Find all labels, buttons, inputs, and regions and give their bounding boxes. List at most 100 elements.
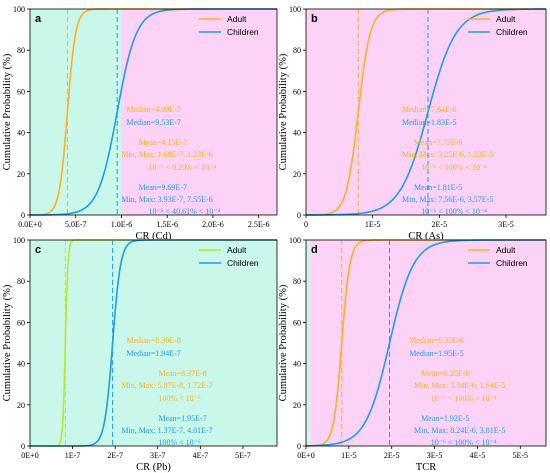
x-tick-label: 4E-5 <box>470 451 486 460</box>
annotation: Median=4.09E-7 <box>126 105 181 114</box>
annotation: Median=1.94E-7 <box>126 349 181 358</box>
y-tick-label: 80 <box>17 46 25 55</box>
annotation: 10⁻⁶ < 100% < 10⁻⁴ <box>431 394 497 403</box>
annotation: Min, Max: 3.54E-6, 1.64E-5 <box>414 381 505 390</box>
panel-a: 0 20 40 60 80 100 0.0E+0 5.0E-7 1.0E-6 1.5E-6 2.0E… <box>2 5 278 242</box>
background-band <box>30 240 277 446</box>
background-band <box>30 9 122 215</box>
legend-label: Adult <box>496 245 516 255</box>
x-tick-label: 5E-7 <box>235 451 251 460</box>
annotation: 100% < 10⁻⁶ <box>158 438 200 447</box>
y-tick-label: 60 <box>293 318 301 327</box>
x-tick-label: 1.5E-6 <box>156 220 178 229</box>
x-tick-label: 3E-7 <box>150 451 166 460</box>
annotation: Mean=8.37E-8 <box>158 369 206 378</box>
y-tick-label: 40 <box>17 360 25 369</box>
x-tick-label: 2.5E-6 <box>248 220 270 229</box>
annotation: Min, Max: 1.37E-7, 4.01E-7 <box>121 426 212 435</box>
annotation: 10⁻⁶ < 0.20% < 10⁻⁴ <box>149 163 217 172</box>
y-tick-label: 20 <box>17 401 25 410</box>
x-axis-label: TCR <box>416 462 436 473</box>
y-tick-label: 100 <box>289 236 301 245</box>
x-tick-label: 2.0E-6 <box>202 220 224 229</box>
background-band <box>306 9 546 215</box>
y-tick-label: 80 <box>17 277 25 286</box>
legend-label: Children <box>227 258 259 268</box>
annotation: Mean=4.15E-7 <box>139 138 187 147</box>
plot-frame <box>305 239 547 447</box>
background-band <box>306 240 311 446</box>
x-tick-label: 3E-5 <box>498 220 514 229</box>
annotation: Min, Max: 3.93E-7, 7.55E-6 <box>121 195 212 204</box>
annotation: Median=1.83E-5 <box>402 118 457 127</box>
x-tick-label: 0 <box>304 220 308 229</box>
background-band <box>310 240 546 446</box>
annotation: 10⁻⁶ < 100% < 10⁻⁴ <box>421 207 487 216</box>
y-tick-label: 100 <box>13 236 25 245</box>
y-tick-label: 60 <box>17 87 25 96</box>
y-axis-label: Cumulative Probability (%) <box>2 284 13 401</box>
plot-frame <box>29 8 278 216</box>
y-tick-label: 40 <box>293 360 301 369</box>
series-line-children <box>305 8 546 216</box>
x-tick-label: 1.0E-6 <box>111 220 133 229</box>
legend-label: Children <box>496 258 528 268</box>
background-band <box>121 9 278 215</box>
x-tick-label: 2E-7 <box>107 451 123 460</box>
annotation: Min, Max: 5.87E-8, 1.72E-7 <box>121 381 212 390</box>
y-tick-label: 0 <box>21 211 25 220</box>
x-tick-label: 2E-5 <box>432 220 448 229</box>
legend-label: Children <box>496 27 528 37</box>
panel-c: 0 20 40 60 80 100 0E+0 1E-7 2E-7 3E-7 4E-7 5E-7 CR (… <box>2 236 278 473</box>
x-tick-label: 1E-7 <box>65 451 81 460</box>
y-tick-label: 80 <box>293 277 301 286</box>
x-tick-label: 5.0E-7 <box>65 220 87 229</box>
y-tick-label: 100 <box>289 5 301 14</box>
plot-frame <box>305 8 547 216</box>
y-tick-label: 80 <box>293 46 301 55</box>
panel-label: a <box>35 13 42 25</box>
annotation: Median=8.35E-6 <box>409 336 464 345</box>
annotation: Mean=1.95E-7 <box>158 414 206 423</box>
legend-label: Adult <box>227 245 247 255</box>
y-tick-label: 0 <box>297 211 301 220</box>
x-tick-label: 0.0E+0 <box>18 220 41 229</box>
x-axis-label: CR (Cd) <box>136 231 172 242</box>
x-tick-label: 3E-5 <box>427 451 443 460</box>
legend-label: Children <box>227 27 259 37</box>
x-tick-label: 4E-7 <box>193 451 209 460</box>
annotation: Min, Max: 1.69E-7, 1.23E-6 <box>121 150 212 159</box>
annotation: 10⁻⁶ < 100% < 10⁻⁴ <box>421 163 487 172</box>
x-tick-label: 1E-5 <box>341 451 357 460</box>
y-tick-label: 0 <box>297 442 301 451</box>
annotation: 10⁻⁶ < 100% < 10⁻⁴ <box>431 438 497 447</box>
x-tick-label: 1E-5 <box>365 220 381 229</box>
x-axis-label: CR (As) <box>408 231 444 242</box>
plot-frame <box>29 239 278 447</box>
annotation: Min, Max: 3.25E-6, 1.53E-5 <box>402 150 493 159</box>
annotation: Min, Max: 8.24E-6, 3.81E-5 <box>414 426 505 435</box>
annotation: Median=8.30E-8 <box>126 336 181 345</box>
y-tick-label: 40 <box>17 129 25 138</box>
x-tick-label: 5E-5 <box>513 451 529 460</box>
panel-label: d <box>311 244 318 256</box>
y-tick-label: 0 <box>21 442 25 451</box>
y-tick-label: 60 <box>17 318 25 327</box>
annotation: Median=7.84E-6 <box>402 105 457 114</box>
x-tick-label: 2E-5 <box>384 451 400 460</box>
y-axis-label: Cumulative Probability (%) <box>278 284 289 401</box>
annotation: 100% < 10⁻⁶ <box>158 394 200 403</box>
panel-d: 0 20 40 60 80 100 0E+0 1E-5 2E-5 3E-5 4E-5 5E-5 TCR C… <box>278 236 547 473</box>
y-tick-label: 20 <box>293 170 301 179</box>
annotation: Mean=7.75E-6 <box>414 138 462 147</box>
y-tick-label: 20 <box>293 401 301 410</box>
y-tick-label: 100 <box>13 5 25 14</box>
x-tick-label: 0E+0 <box>297 451 314 460</box>
legend-label: Adult <box>227 14 247 24</box>
annotation: Min, Max: 7.56E-6, 3.57E-5 <box>402 195 493 204</box>
annotation: Mean=1.92E-5 <box>421 414 469 423</box>
annotation: Mean=8.25E-6 <box>421 369 469 378</box>
y-tick-label: 20 <box>17 170 25 179</box>
y-axis-label: Cumulative Probability (%) <box>278 53 289 170</box>
